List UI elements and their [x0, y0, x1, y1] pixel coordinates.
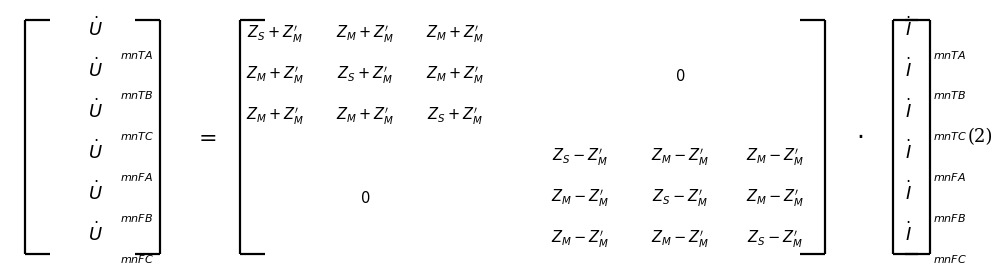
- Text: $Z_M+Z^{\prime}_M$: $Z_M+Z^{\prime}_M$: [426, 65, 484, 86]
- Text: $\mathit{mnTA}$: $\mathit{mnTA}$: [933, 48, 967, 61]
- Text: $Z_S-Z^{\prime}_M$: $Z_S-Z^{\prime}_M$: [747, 229, 803, 250]
- Text: $\mathit{mnTC}$: $\mathit{mnTC}$: [120, 130, 154, 143]
- Text: $\dot{I}$: $\dot{I}$: [905, 181, 911, 204]
- Text: $\dot{U}$: $\dot{U}$: [88, 222, 102, 245]
- Text: $\dot{U}$: $\dot{U}$: [88, 58, 102, 81]
- Text: $Z_S-Z^{\prime}_M$: $Z_S-Z^{\prime}_M$: [652, 188, 708, 209]
- Text: $\mathit{mnFA}$: $\mathit{mnFA}$: [933, 171, 966, 184]
- Text: $Z_M-Z^{\prime}_M$: $Z_M-Z^{\prime}_M$: [746, 188, 804, 209]
- Text: $Z_S+Z^{\prime}_M$: $Z_S+Z^{\prime}_M$: [337, 65, 393, 86]
- Text: $\mathit{mnTC}$: $\mathit{mnTC}$: [933, 130, 967, 143]
- Text: $\mathit{mnFB}$: $\mathit{mnFB}$: [120, 212, 153, 225]
- Text: $Z_M+Z^{\prime}_M$: $Z_M+Z^{\prime}_M$: [246, 65, 304, 86]
- Text: $Z_M+Z^{\prime}_M$: $Z_M+Z^{\prime}_M$: [336, 24, 394, 45]
- Text: $\mathit{mnTA}$: $\mathit{mnTA}$: [120, 48, 154, 61]
- Text: $=$: $=$: [194, 126, 216, 148]
- Text: $\dot{I}$: $\dot{I}$: [905, 99, 911, 122]
- Text: $\mathit{mnFC}$: $\mathit{mnFC}$: [933, 253, 967, 265]
- Text: $\dot{U}$: $\dot{U}$: [88, 181, 102, 204]
- Text: $\mathit{mnFB}$: $\mathit{mnFB}$: [933, 212, 966, 225]
- Text: $Z_M+Z^{\prime}_M$: $Z_M+Z^{\prime}_M$: [246, 106, 304, 127]
- Text: $\dot{I}$: $\dot{I}$: [905, 222, 911, 245]
- Text: $\mathit{mnFA}$: $\mathit{mnFA}$: [120, 171, 153, 184]
- Text: $Z_M+Z^{\prime}_M$: $Z_M+Z^{\prime}_M$: [426, 24, 484, 45]
- Text: $Z_S-Z^{\prime}_M$: $Z_S-Z^{\prime}_M$: [552, 147, 608, 168]
- Text: $\dot{U}$: $\dot{U}$: [88, 140, 102, 163]
- Text: $Z_M-Z^{\prime}_M$: $Z_M-Z^{\prime}_M$: [651, 147, 709, 168]
- Text: $Z_S+Z^{\prime}_M$: $Z_S+Z^{\prime}_M$: [247, 24, 303, 45]
- Text: $Z_M+Z^{\prime}_M$: $Z_M+Z^{\prime}_M$: [336, 106, 394, 127]
- Text: $\dot{I}$: $\dot{I}$: [905, 140, 911, 163]
- Text: $\dot{I}$: $\dot{I}$: [905, 58, 911, 81]
- Text: $0$: $0$: [675, 68, 685, 84]
- Text: $\cdot$: $\cdot$: [856, 126, 864, 148]
- Text: $\dot{U}$: $\dot{U}$: [88, 99, 102, 122]
- Text: $\mathit{mnFC}$: $\mathit{mnFC}$: [120, 253, 154, 265]
- Text: $Z_M-Z^{\prime}_M$: $Z_M-Z^{\prime}_M$: [651, 229, 709, 250]
- Text: $\mathit{mnTB}$: $\mathit{mnTB}$: [933, 89, 967, 102]
- Text: $\dot{I}$: $\dot{I}$: [905, 17, 911, 40]
- Text: $\mathit{mnTB}$: $\mathit{mnTB}$: [120, 89, 154, 102]
- Text: $\dot{U}$: $\dot{U}$: [88, 17, 102, 40]
- Text: $Z_M-Z^{\prime}_M$: $Z_M-Z^{\prime}_M$: [746, 147, 804, 168]
- Text: $Z_S+Z^{\prime}_M$: $Z_S+Z^{\prime}_M$: [427, 106, 483, 127]
- Text: (2): (2): [967, 128, 993, 146]
- Text: $0$: $0$: [360, 190, 370, 206]
- Text: $Z_M-Z^{\prime}_M$: $Z_M-Z^{\prime}_M$: [551, 188, 609, 209]
- Text: $Z_M-Z^{\prime}_M$: $Z_M-Z^{\prime}_M$: [551, 229, 609, 250]
